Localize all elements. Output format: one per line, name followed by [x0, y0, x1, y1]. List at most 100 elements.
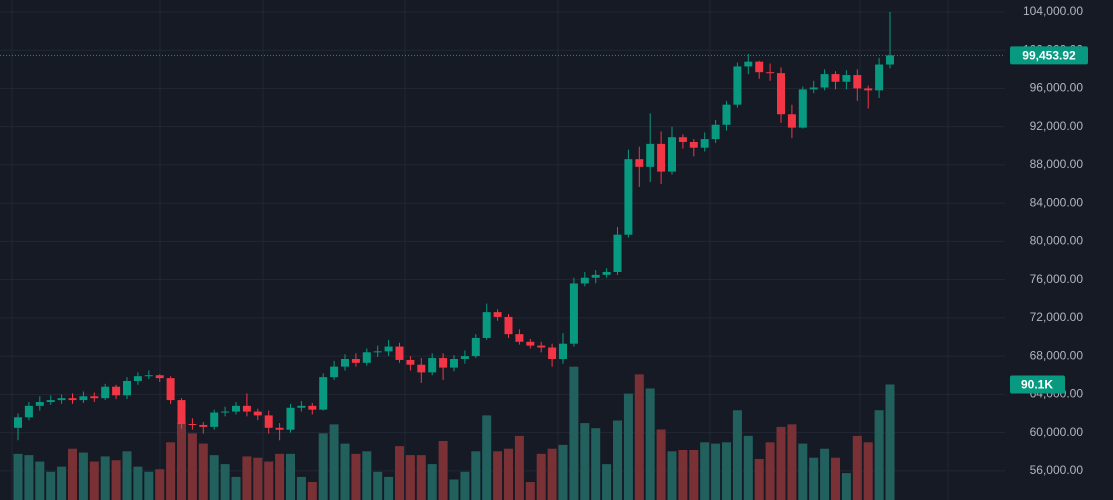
volume-bar [13, 453, 23, 500]
last-price-label: 99,453.92 [1022, 49, 1076, 63]
volume-bar [732, 410, 742, 500]
volume-bar [57, 466, 67, 500]
volume-bar [754, 458, 764, 500]
last-volume-label: 90.1K [1021, 378, 1053, 392]
candle-body [297, 405, 306, 408]
y-tick-label: 72,000.00 [1030, 310, 1084, 324]
volume-bar [460, 471, 470, 500]
candle-body [101, 386, 110, 399]
candle-body [613, 234, 622, 272]
candle-body [482, 312, 491, 338]
candle-body [548, 347, 557, 359]
candle-body [188, 423, 197, 425]
candle-body [330, 366, 339, 378]
volume-bar [296, 476, 306, 500]
candle-body [253, 411, 262, 416]
candle-body [428, 358, 437, 373]
volume-bar [275, 453, 285, 500]
volume-bar [198, 443, 208, 500]
candle-body [624, 159, 633, 235]
volume-bar [602, 464, 612, 500]
candle-body [602, 271, 611, 275]
volume-bar [700, 442, 710, 500]
candle-body [853, 75, 862, 89]
candle-body [471, 337, 480, 357]
volume-bar [416, 455, 426, 500]
volume-bar [307, 482, 317, 500]
candle-body [166, 378, 175, 401]
candle-body [232, 405, 240, 412]
volume-bar [133, 466, 143, 500]
volume-bar [504, 448, 513, 500]
y-tick-label: 60,000.00 [1030, 425, 1084, 439]
candle-body [112, 386, 121, 396]
candle-body [798, 89, 807, 128]
candle-body [635, 159, 644, 167]
candle-body [90, 396, 99, 399]
volume-bar [743, 435, 753, 500]
volume-bar [580, 423, 590, 500]
candle-body [711, 124, 720, 140]
volume-bar [634, 374, 644, 500]
candle-body [842, 75, 851, 82]
candle-body [820, 74, 829, 88]
volume-bar [46, 471, 56, 500]
volume-bar [471, 451, 481, 500]
candle-body [210, 412, 219, 427]
candle-body [14, 417, 22, 428]
volume-bar [678, 450, 688, 500]
candle-body [46, 400, 55, 403]
volume-bar [525, 482, 535, 500]
candle-body [144, 375, 153, 377]
volume-bar [155, 469, 165, 500]
volume-bar [852, 435, 862, 500]
candle-body [384, 346, 393, 352]
candle-body [395, 346, 404, 360]
candle-body [155, 375, 164, 379]
candle-body [242, 405, 251, 412]
volume-bar [841, 473, 851, 500]
volume-bar [351, 453, 361, 500]
volume-bar [645, 388, 655, 500]
volume-bar [656, 429, 666, 500]
candle-body [755, 61, 764, 73]
volume-bar [89, 461, 99, 500]
last-price-tag [1010, 46, 1088, 65]
volume-bar [493, 451, 503, 500]
volume-bar [863, 442, 873, 500]
candle-body [264, 415, 273, 428]
candle-body [133, 376, 142, 381]
volume-bar [144, 471, 154, 500]
volume-bar [885, 384, 895, 500]
volume-bar [122, 451, 132, 500]
volume-bar [514, 435, 524, 500]
volume-bar [286, 453, 295, 500]
candle-body [450, 358, 458, 368]
volume-bar [569, 366, 579, 500]
volume-bar [253, 457, 263, 500]
volume-bar [809, 457, 819, 500]
candle-body [24, 405, 33, 418]
candle-body [417, 364, 426, 373]
volume-bar [765, 442, 775, 500]
candle-body [537, 345, 546, 348]
volume-bar [340, 443, 350, 500]
candle-body [777, 73, 785, 115]
candle-body [678, 137, 687, 142]
volume-bar [722, 442, 731, 500]
candle-body [177, 400, 186, 424]
volume-bar [689, 450, 699, 500]
volume-bar [711, 443, 721, 500]
volume-bar [231, 476, 241, 500]
candle-body [886, 55, 894, 65]
candle-body [460, 356, 469, 359]
candle-body [591, 274, 600, 278]
candle-body [351, 358, 360, 363]
volume-bar [242, 456, 252, 500]
candle-body [515, 334, 524, 342]
candle-body [221, 411, 230, 413]
candle-body [275, 427, 284, 430]
volume-bar [613, 420, 622, 500]
candle-body [744, 61, 753, 67]
y-tick-label: 88,000.00 [1030, 157, 1084, 171]
